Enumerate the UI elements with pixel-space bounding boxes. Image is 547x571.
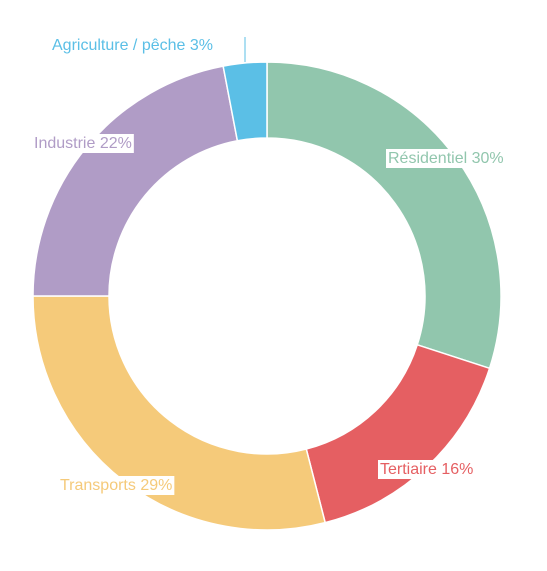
label-transports: Transports 29% <box>60 477 172 494</box>
label-background <box>386 149 506 168</box>
label-residentiel: Résidentiel 30% <box>388 150 504 167</box>
slice-labels: Résidentiel 30% Tertiaire 16% Transports 2… <box>32 36 506 495</box>
label-agriculture-peche: Agriculture / pêche 3% <box>52 37 213 54</box>
label-group-industrie: Industrie 22% <box>32 134 134 153</box>
slice-transports <box>32 295 327 531</box>
label-background <box>50 36 215 55</box>
label-background <box>32 134 134 153</box>
label-group-agriculture-peche: Agriculture / pêche 3% <box>50 36 215 55</box>
label-tertiaire: Tertiaire 16% <box>380 461 473 478</box>
slice-agriculture-peche <box>222 61 268 142</box>
slice-tertiaire <box>305 343 491 524</box>
label-background <box>58 476 175 495</box>
label-group-residentiel: Résidentiel 30% <box>386 149 506 168</box>
label-background <box>378 460 476 479</box>
label-group-transports: Transports 29% <box>58 476 175 495</box>
slice-residentiel <box>266 61 502 370</box>
label-group-tertiaire: Tertiaire 16% <box>378 460 476 479</box>
donut-slices <box>32 61 502 531</box>
slice-industrie <box>32 65 239 297</box>
label-industrie: Industrie 22% <box>34 135 132 152</box>
